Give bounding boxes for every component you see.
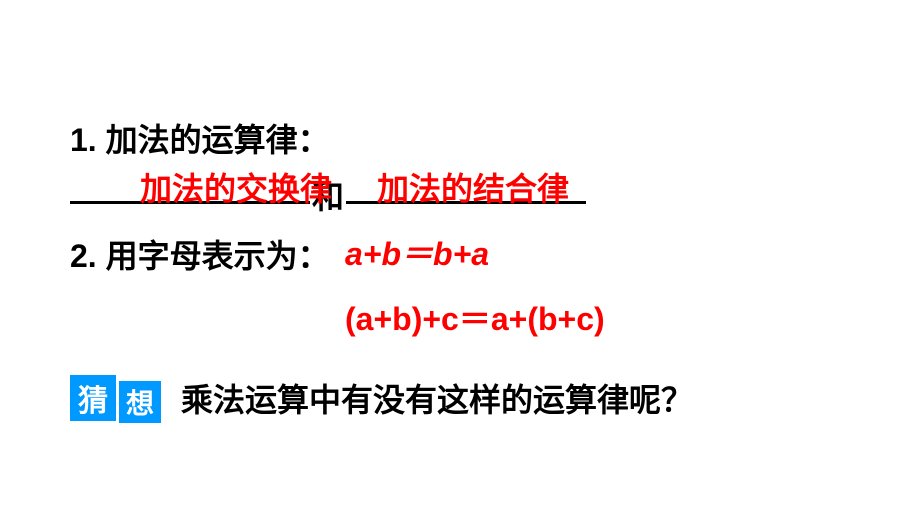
answer-2: 加法的结合律 xyxy=(377,171,569,207)
formula-commutative: a+b＝b+a xyxy=(345,229,489,275)
formula-row-1: 2. 用字母表示为： a+b＝b+a xyxy=(70,231,850,276)
question-text: 乘法运算中有没有这样的运算律呢？ xyxy=(181,375,693,421)
heading-2: 2. 用字母表示为： xyxy=(70,238,330,274)
guess-badge: 猜 想 xyxy=(70,375,161,421)
question-row: 猜 想 乘法运算中有没有这样的运算律呢？ xyxy=(70,375,850,421)
formula-associative: (a+b)+c＝a+(b+c) xyxy=(345,294,850,340)
heading-1: 1. 加法的运算律： xyxy=(70,115,850,161)
answers-overlay: 加法的交换律 加法的结合律 xyxy=(140,164,569,210)
badge-char-1: 猜 xyxy=(70,375,116,421)
badge-char-2: 想 xyxy=(119,381,161,423)
fill-blank-row: 和 加法的交换律加法的结合律 xyxy=(70,169,850,219)
answer-1: 加法的交换律 xyxy=(140,171,332,207)
slide-content: 1. 加法的运算律： 和 加法的交换律加法的结合律 2. 用字母表示为： a+b… xyxy=(70,115,850,421)
